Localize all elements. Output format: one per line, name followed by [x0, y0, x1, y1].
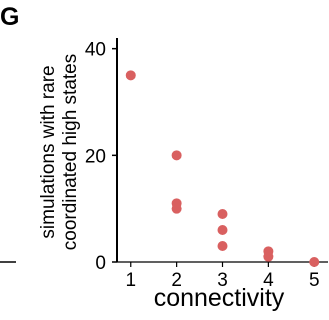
x-tick-label: 5 — [309, 270, 320, 291]
panel-label: G — [0, 3, 19, 31]
x-tick-label: 1 — [125, 270, 136, 291]
data-point — [263, 251, 274, 262]
x-tick-label: 3 — [217, 270, 228, 291]
y-axis-title-line-1: simulations with rare — [38, 65, 59, 238]
y-ticks: 0 20 40 — [85, 40, 117, 274]
data-points — [125, 70, 320, 267]
data-point — [309, 257, 320, 267]
y-tick-label: 20 — [85, 146, 106, 167]
y-tick-label: 40 — [85, 40, 106, 61]
data-point — [171, 203, 182, 214]
x-tick-label: 2 — [171, 270, 182, 291]
data-point — [217, 241, 228, 251]
data-point — [217, 209, 228, 219]
data-point — [125, 70, 136, 81]
x-tick-label: 4 — [263, 270, 274, 291]
y-axis-title-line-2: coordinated high states — [60, 54, 81, 250]
y-tick-label: 0 — [95, 253, 106, 274]
data-point — [217, 225, 228, 235]
data-point — [171, 150, 182, 161]
x-axis-title: connectivity — [154, 284, 285, 312]
